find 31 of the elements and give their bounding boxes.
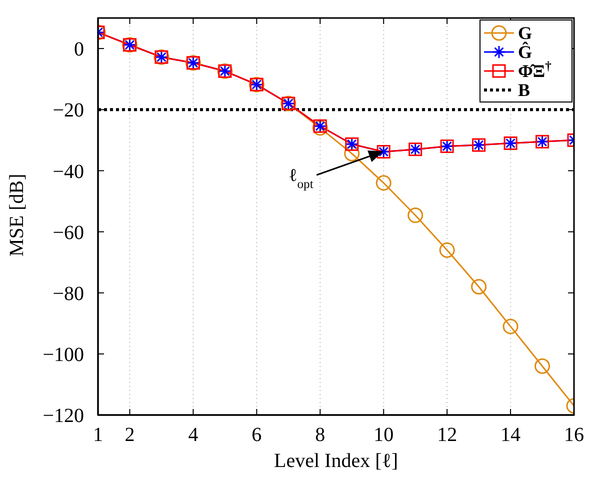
point	[344, 146, 360, 162]
legend-label: Φ̂Ξ$^{†}$	[518, 59, 552, 81]
x-tick-label: 4	[188, 424, 198, 446]
y-axis-title: MSE [dB]	[6, 174, 28, 256]
point	[471, 278, 487, 294]
x-tick-label: 1	[93, 424, 103, 446]
y-tick-label: −100	[42, 344, 84, 366]
x-tick-label: 16	[564, 424, 584, 446]
x-tick-label: 14	[500, 424, 521, 446]
point	[408, 208, 424, 224]
point	[502, 318, 518, 334]
annotation: ℓ$_{opt}$	[288, 164, 314, 191]
y-tick-label: −40	[52, 160, 84, 183]
x-tick-label: 2	[124, 424, 135, 446]
x-axis-title: Level Index [ℓ]	[274, 450, 398, 472]
legend-label: G	[518, 23, 532, 43]
y-tick-label: −20	[52, 100, 84, 122]
x-tick-label: 8	[315, 424, 326, 446]
x-tick-label: 10	[374, 424, 394, 446]
y-tick-label: −80	[52, 282, 84, 305]
y-tick-label: 0	[74, 38, 84, 61]
point	[312, 120, 328, 136]
y-tick-label: −120	[42, 405, 84, 428]
x-tick-label: 6	[252, 424, 262, 446]
x-tick-label: 12	[437, 424, 458, 446]
point	[439, 242, 455, 258]
legend-label: Ĝ	[518, 41, 532, 62]
point	[376, 175, 392, 191]
point	[534, 358, 550, 374]
legend-label: B	[518, 80, 530, 100]
y-tick-label: −60	[52, 222, 84, 244]
